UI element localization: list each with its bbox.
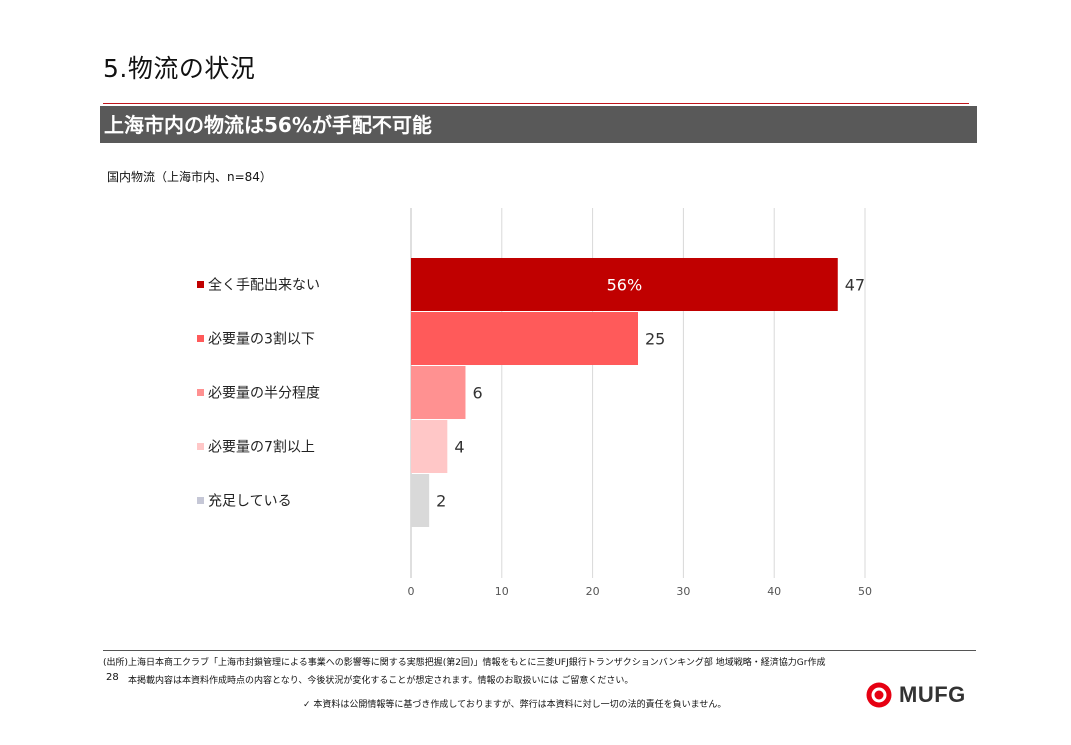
footer-divider bbox=[103, 650, 976, 651]
x-tick-label: 10 bbox=[495, 585, 509, 598]
headline-banner: 上海市内の物流は56%が手配不可能 bbox=[100, 106, 977, 143]
content-note: 本掲載内容は本資料作成時点の内容となり、今後状況が変化することが想定されます。情… bbox=[128, 676, 634, 686]
share-annotation: 56% bbox=[607, 276, 643, 295]
source-note: (出所)上海日本商工クラブ「上海市封鎖管理による事業への影響等に関する実態把握(… bbox=[103, 658, 826, 668]
chart-title: 国内物流（上海市内、n=84） bbox=[107, 170, 272, 184]
legend-marker bbox=[197, 335, 204, 342]
data-label: 47 bbox=[845, 276, 865, 295]
legend-marker bbox=[197, 281, 204, 288]
bar bbox=[411, 474, 430, 527]
mufg-logo-mark bbox=[866, 682, 892, 708]
legend-marker bbox=[197, 389, 204, 396]
page-number: 28 bbox=[106, 672, 119, 683]
x-tick-label: 40 bbox=[767, 585, 781, 598]
x-tick-label: 20 bbox=[586, 585, 600, 598]
legend-marker bbox=[197, 443, 204, 450]
headline-text: 上海市内の物流は56%が手配不可能 bbox=[104, 113, 432, 137]
mufg-logo: MUFG bbox=[866, 681, 976, 709]
category-label: 必要量の3割以下 bbox=[208, 331, 315, 348]
x-tick-label: 0 bbox=[408, 585, 415, 598]
title-divider bbox=[103, 103, 969, 104]
data-label: 6 bbox=[472, 384, 482, 403]
bar bbox=[411, 312, 638, 365]
x-tick-label: 50 bbox=[858, 585, 872, 598]
bar bbox=[411, 258, 838, 311]
bar bbox=[411, 420, 448, 473]
disclaimer: ✓ 本資料は公開情報等に基づき作成しておりますが、弊行は本資料に対し一切の法的責… bbox=[303, 700, 727, 710]
legend-marker bbox=[197, 497, 204, 504]
data-label: 4 bbox=[454, 438, 464, 457]
data-label: 25 bbox=[645, 330, 665, 349]
data-label: 2 bbox=[436, 492, 446, 511]
category-label: 全く手配出来ない bbox=[208, 277, 320, 294]
bar bbox=[411, 366, 466, 419]
category-label: 必要量の半分程度 bbox=[208, 386, 320, 402]
category-label: 必要量の7割以上 bbox=[208, 439, 315, 456]
x-tick-label: 30 bbox=[676, 585, 690, 598]
mufg-logo-text: MUFG bbox=[899, 682, 966, 707]
category-label: 充足している bbox=[208, 494, 292, 510]
slide-title: 5.物流の状況 bbox=[103, 54, 256, 83]
